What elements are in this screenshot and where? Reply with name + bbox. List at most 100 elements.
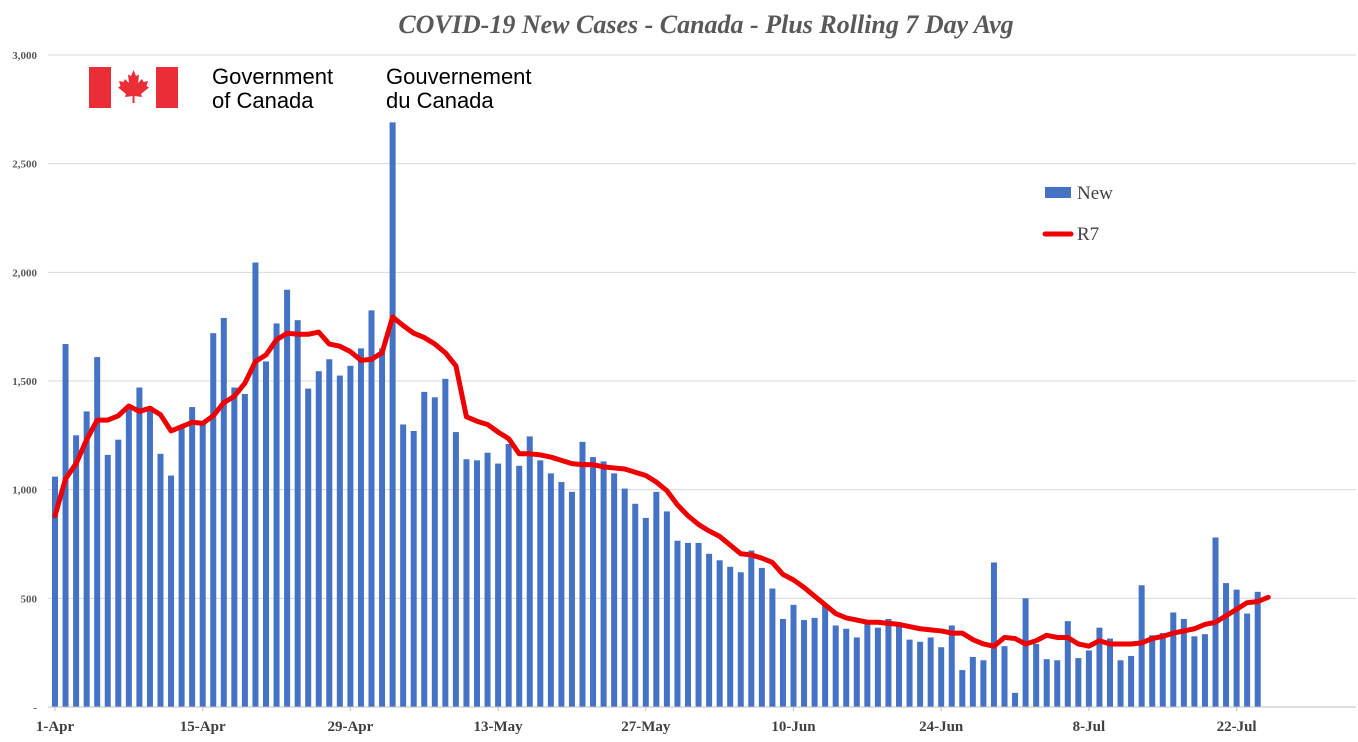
bar-new — [94, 357, 101, 707]
bar-new — [1064, 621, 1071, 707]
y-tick-label: 500 — [21, 593, 38, 605]
bar-new — [758, 567, 765, 707]
bar-new — [178, 426, 185, 707]
bar-new — [357, 348, 364, 707]
logo-french-line2: du Canada — [386, 88, 494, 113]
bar-new — [136, 387, 143, 707]
bar-new — [685, 542, 691, 707]
bar-new — [484, 452, 491, 707]
bar-new — [885, 618, 892, 707]
bar-new — [980, 660, 987, 707]
bar-new — [495, 463, 502, 707]
bar-new — [305, 388, 312, 707]
bar-new — [210, 333, 217, 707]
bar-new — [779, 618, 786, 707]
bar-new — [389, 122, 396, 708]
bar-new — [832, 625, 839, 707]
bar-new — [927, 637, 934, 707]
bar-new — [115, 439, 122, 707]
bar-new — [368, 310, 375, 707]
bar-new — [790, 604, 797, 707]
flag-left-bar — [89, 67, 111, 108]
bar-new — [864, 623, 871, 707]
bar-new — [621, 488, 628, 707]
bar-new — [853, 637, 860, 707]
y-tick-label: 2,500 — [12, 159, 37, 171]
bar-new — [600, 461, 607, 707]
bar-new — [1223, 583, 1230, 707]
bar-new — [347, 365, 354, 707]
bar-series-new — [52, 122, 1261, 708]
bar-new — [948, 625, 955, 707]
bar-new — [168, 475, 175, 707]
bar-new — [189, 407, 196, 707]
bar-new — [1096, 627, 1103, 707]
bar-new — [52, 476, 58, 707]
bar-new — [917, 641, 924, 707]
bar-new — [969, 657, 976, 707]
logo-french-line1: Gouvernement — [386, 64, 532, 89]
bar-new — [231, 387, 238, 707]
bar-new — [674, 540, 681, 707]
bar-new — [1117, 660, 1124, 707]
bar-new — [663, 511, 670, 707]
bar-new — [1012, 692, 1019, 707]
legend-label-r7: R7 — [1077, 224, 1099, 245]
bar-new — [241, 394, 248, 707]
bar-new — [611, 473, 618, 707]
flag-right-bar — [156, 67, 178, 108]
bar-new — [706, 553, 713, 707]
bar-new — [1107, 638, 1113, 707]
bar-new — [273, 323, 280, 707]
bar-new — [1180, 618, 1187, 707]
bar-new — [315, 371, 322, 707]
bar-new — [642, 517, 649, 707]
bar-new — [452, 432, 459, 707]
bar-new — [516, 465, 523, 707]
bar-new — [1022, 598, 1029, 707]
bar-new — [1201, 634, 1208, 707]
bar-new — [801, 620, 808, 707]
bar-new — [1159, 633, 1166, 707]
bar-new — [104, 454, 111, 707]
bar-new — [748, 550, 755, 707]
bar-new — [1233, 589, 1240, 707]
bar-new — [157, 453, 164, 707]
bar-new — [537, 460, 544, 707]
bar-new — [874, 627, 881, 707]
legend-label-new: New — [1077, 183, 1113, 204]
bar-new — [1191, 636, 1198, 707]
bar-new — [843, 628, 850, 707]
bar-new — [990, 562, 997, 707]
y-tick-label: 1,000 — [12, 485, 37, 497]
line-series-r7 — [52, 314, 1271, 649]
x-tick-label: 8-Jul — [1073, 719, 1106, 735]
bar-new — [1001, 646, 1008, 707]
chart-title: COVID-19 New Cases - Canada - Plus Rolli… — [398, 10, 1013, 39]
bar-new — [505, 444, 512, 707]
x-tick-label: 27-May — [621, 719, 671, 735]
bar-new — [769, 588, 776, 707]
bar-new — [1170, 612, 1177, 707]
legend: New R7 — [1042, 183, 1113, 245]
legend-swatch-new — [1045, 187, 1071, 198]
bar-new — [547, 473, 554, 707]
y-tick-label: 1,500 — [12, 376, 37, 388]
bar-new — [199, 422, 206, 707]
bar-new — [959, 670, 966, 707]
x-tick-label: 10-Jun — [771, 719, 816, 735]
bar-new — [1033, 643, 1040, 707]
bar-new — [526, 436, 533, 707]
bar-new — [400, 424, 407, 707]
bar-new — [474, 460, 480, 707]
bar-new — [379, 348, 386, 707]
bar-new — [906, 639, 913, 707]
bar-new — [294, 320, 301, 707]
bar-new — [896, 622, 902, 707]
bar-new — [653, 491, 660, 707]
bar-new — [716, 560, 723, 707]
bar-new — [1244, 613, 1251, 707]
bar-new — [590, 457, 597, 707]
bar-new — [1149, 635, 1156, 707]
